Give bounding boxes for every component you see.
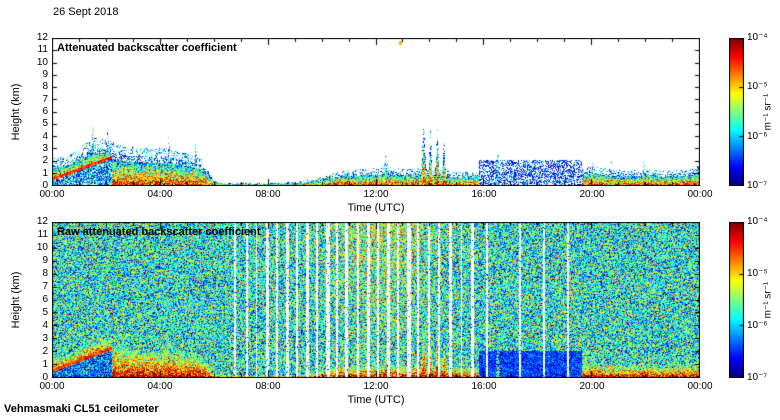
y-tick-label: 10 [36,242,48,253]
y-tick-label: 3 [42,333,48,344]
y-tick-label: 2 [42,346,48,357]
x-tick-label: 04:00 [147,381,173,392]
y-tick-label: 9 [42,255,48,266]
y-tick-label: 1 [42,167,48,179]
y-tick-label: 7 [42,93,48,105]
colorbar-bottom [729,222,744,378]
y-tick-label: 5 [42,118,48,130]
y-tick-label: 4 [42,320,48,331]
y-tick-label: 11 [37,44,48,56]
x-axis-label-bottom: Time (UTC) [347,394,405,406]
x-tick-label: 00:00 [39,189,65,200]
y-tick-label: 3 [42,143,48,154]
y-tick-label: 11 [37,229,48,240]
y-tick-label: 4 [42,130,48,142]
y-tick-label: 7 [42,281,48,292]
y-tick-label: 8 [42,268,48,279]
colorbar-tick-label: 10⁻⁴ [747,216,768,227]
y-tick-label: 9 [42,69,48,80]
x-axis-label-top: Time (UTC) [347,202,405,214]
plot-title-raw: Raw attenuated backscatter coefficient [57,226,261,238]
date-label: 26 Sept 2018 [53,6,119,18]
colorbar-tick-label: 10⁻⁶ [747,130,768,142]
colorbar-tick-label: 10⁻⁴ [747,32,768,43]
colorbar-tick-label: 10⁻⁷ [747,372,768,383]
colorbar-tick-label: 10⁻⁵ [747,268,768,279]
x-tick-label: 12:00 [363,381,389,392]
colorbar-unit-label-bottom: m⁻¹ sr⁻¹ [762,281,774,319]
colorbar-tick-label: 10⁻⁶ [747,320,768,331]
y-tick-label: 0 [42,372,48,383]
station-label: Vehmasmaki CL51 ceilometer [4,403,159,415]
y-tick-label: 0 [42,180,48,191]
x-tick-label: 00:00 [687,381,713,392]
x-tick-label: 16:00 [471,189,497,200]
x-tick-label: 20:00 [579,189,605,200]
y-tick-label: 12 [36,216,48,227]
x-tick-label: 00:00 [687,189,713,200]
x-tick-label: 08:00 [255,189,281,200]
y-tick-label: 2 [42,155,48,167]
x-tick-label: 00:00 [39,381,65,392]
y-tick-label: 6 [42,106,48,117]
colorbar-unit-label-top: m⁻¹ sr⁻¹ [762,93,774,131]
plot-title-attenuated: Attenuated backscatter coefficient [57,42,237,54]
x-tick-label: 08:00 [255,381,281,392]
y-tick-label: 10 [36,56,48,68]
attenuated-backscatter-heatmap [52,38,700,186]
colorbar-tick-label: 10⁻⁵ [747,81,768,93]
colorbar-tick-label: 10⁻⁷ [747,180,768,191]
y-tick-label: 1 [42,359,48,370]
raw-attenuated-backscatter-heatmap [52,222,700,378]
y-tick-label: 6 [42,294,48,305]
colorbar-top [729,38,744,186]
x-tick-label: 04:00 [147,189,173,200]
y-tick-label: 5 [42,307,48,318]
x-tick-label: 16:00 [471,381,497,392]
y-tick-label: 8 [42,81,48,93]
x-tick-label: 12:00 [363,189,389,200]
x-tick-label: 20:00 [579,381,605,392]
y-tick-label: 12 [36,32,48,43]
